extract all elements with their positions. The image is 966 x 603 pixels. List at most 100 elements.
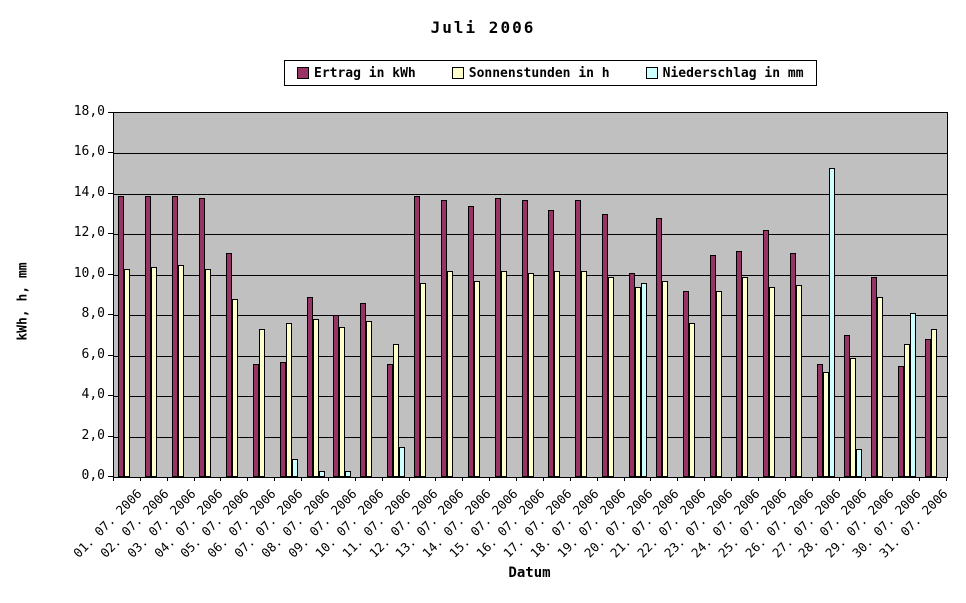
bar-series2-day11 [393,344,400,477]
bar-series3-day9 [345,471,352,477]
y-tick-label: 2,0 [81,427,105,443]
bar-series3-day8 [318,471,325,477]
bar-series1-day11 [387,364,394,477]
bar-series2-day29 [876,297,883,477]
bar-series1-day8 [306,297,313,477]
legend-label: Niederschlag in mm [662,65,804,81]
y-axis-title: kWh, h, mm [15,262,31,341]
gridline [114,153,947,155]
bar-series1-day6 [252,364,259,477]
y-tick-label: 18,0 [73,104,105,119]
y-tick-mark [108,273,113,275]
y-tick-label: 4,0 [81,387,105,403]
legend-swatch-icon [645,67,658,79]
x-tick-mark [570,477,571,481]
bar-series2-day30 [903,344,910,477]
bar-series1-day1 [118,196,125,477]
x-tick-mark [462,477,463,481]
bar-series2-day23 [715,291,722,477]
y-tick-mark [108,354,113,356]
chart-title: Juli 2006 [430,18,536,37]
x-tick-mark [167,477,168,481]
bar-series2-day1 [124,269,131,477]
bar-series2-day15 [500,271,507,477]
bar-series2-day10 [366,321,373,477]
bar-series2-day17 [554,271,561,477]
bar-series2-day12 [420,283,427,477]
x-tick-mark [785,477,786,481]
bar-series1-day27 [817,364,824,477]
bar-series2-day16 [527,273,534,477]
x-tick-mark [597,477,598,481]
x-tick-mark [247,477,248,481]
bar-series3-day7 [291,459,298,477]
bar-series2-day7 [285,323,292,477]
y-tick-label: 6,0 [81,346,105,362]
bar-series1-day3 [172,196,179,477]
y-tick-mark [108,192,113,194]
bar-series1-day25 [763,230,770,477]
bar-series1-day14 [467,206,474,477]
gridline [114,193,947,195]
x-tick-mark [328,477,329,481]
y-tick-mark [108,233,113,235]
bar-series2-day31 [930,329,937,477]
legend-swatch-icon [451,67,464,79]
x-tick-mark [677,477,678,481]
x-tick-mark [839,477,840,481]
bar-series2-day2 [151,267,158,477]
bar-series2-day21 [661,281,668,477]
legend-label: Ertrag in kWh [314,65,416,81]
plot-area [113,112,948,478]
x-tick-mark [194,477,195,481]
bar-series2-day27 [823,372,830,477]
bar-series1-day7 [279,362,286,477]
chart-legend: Ertrag in kWh Sonnenstunden in h Niedersch… [284,60,817,86]
bar-series2-day19 [608,277,615,477]
bar-series2-day8 [312,319,319,477]
bar-series1-day30 [897,366,904,477]
x-axis-title: Datum [508,565,551,581]
x-tick-mark [892,477,893,481]
bar-series3-day30 [909,313,916,477]
y-tick-label: 12,0 [73,225,105,241]
bar-series2-day5 [231,299,238,477]
x-tick-mark [758,477,759,481]
y-tick-mark [108,152,113,154]
x-tick-mark [543,477,544,481]
y-tick-mark [108,395,113,397]
gridline [114,234,947,236]
x-tick-mark [435,477,436,481]
y-tick-mark [108,435,113,437]
x-tick-mark [624,477,625,481]
legend-item-3: Niederschlag in mm [645,65,804,81]
bar-series1-day12 [414,196,421,477]
x-tick-mark [919,477,920,481]
y-tick-mark [108,476,113,477]
x-tick-mark [516,477,517,481]
bar-series2-day22 [688,323,695,477]
bar-series1-day22 [682,291,689,477]
legend-label: Sonnenstunden in h [468,65,610,81]
bar-series2-day9 [339,327,346,477]
x-tick-mark [704,477,705,481]
bar-series1-day19 [602,214,609,477]
x-tick-mark [731,477,732,481]
bar-series3-day28 [855,449,862,477]
legend-swatch-icon [297,67,309,79]
bar-series1-day17 [548,210,555,477]
bar-series3-day20 [640,283,647,477]
bar-series2-day14 [473,281,480,477]
bar-series1-day26 [790,253,797,477]
bar-series3-day11 [399,447,406,477]
bar-series3-day27 [829,168,836,477]
bar-series2-day13 [446,271,453,477]
legend-item-2: Sonnenstunden in h [451,65,610,81]
bar-series2-day25 [769,287,776,477]
bar-series2-day26 [796,285,803,477]
y-tick-mark [108,112,113,113]
bar-series2-day4 [205,269,212,477]
bar-series1-day23 [709,255,716,477]
x-tick-mark [650,477,651,481]
bar-series2-day6 [258,329,265,477]
